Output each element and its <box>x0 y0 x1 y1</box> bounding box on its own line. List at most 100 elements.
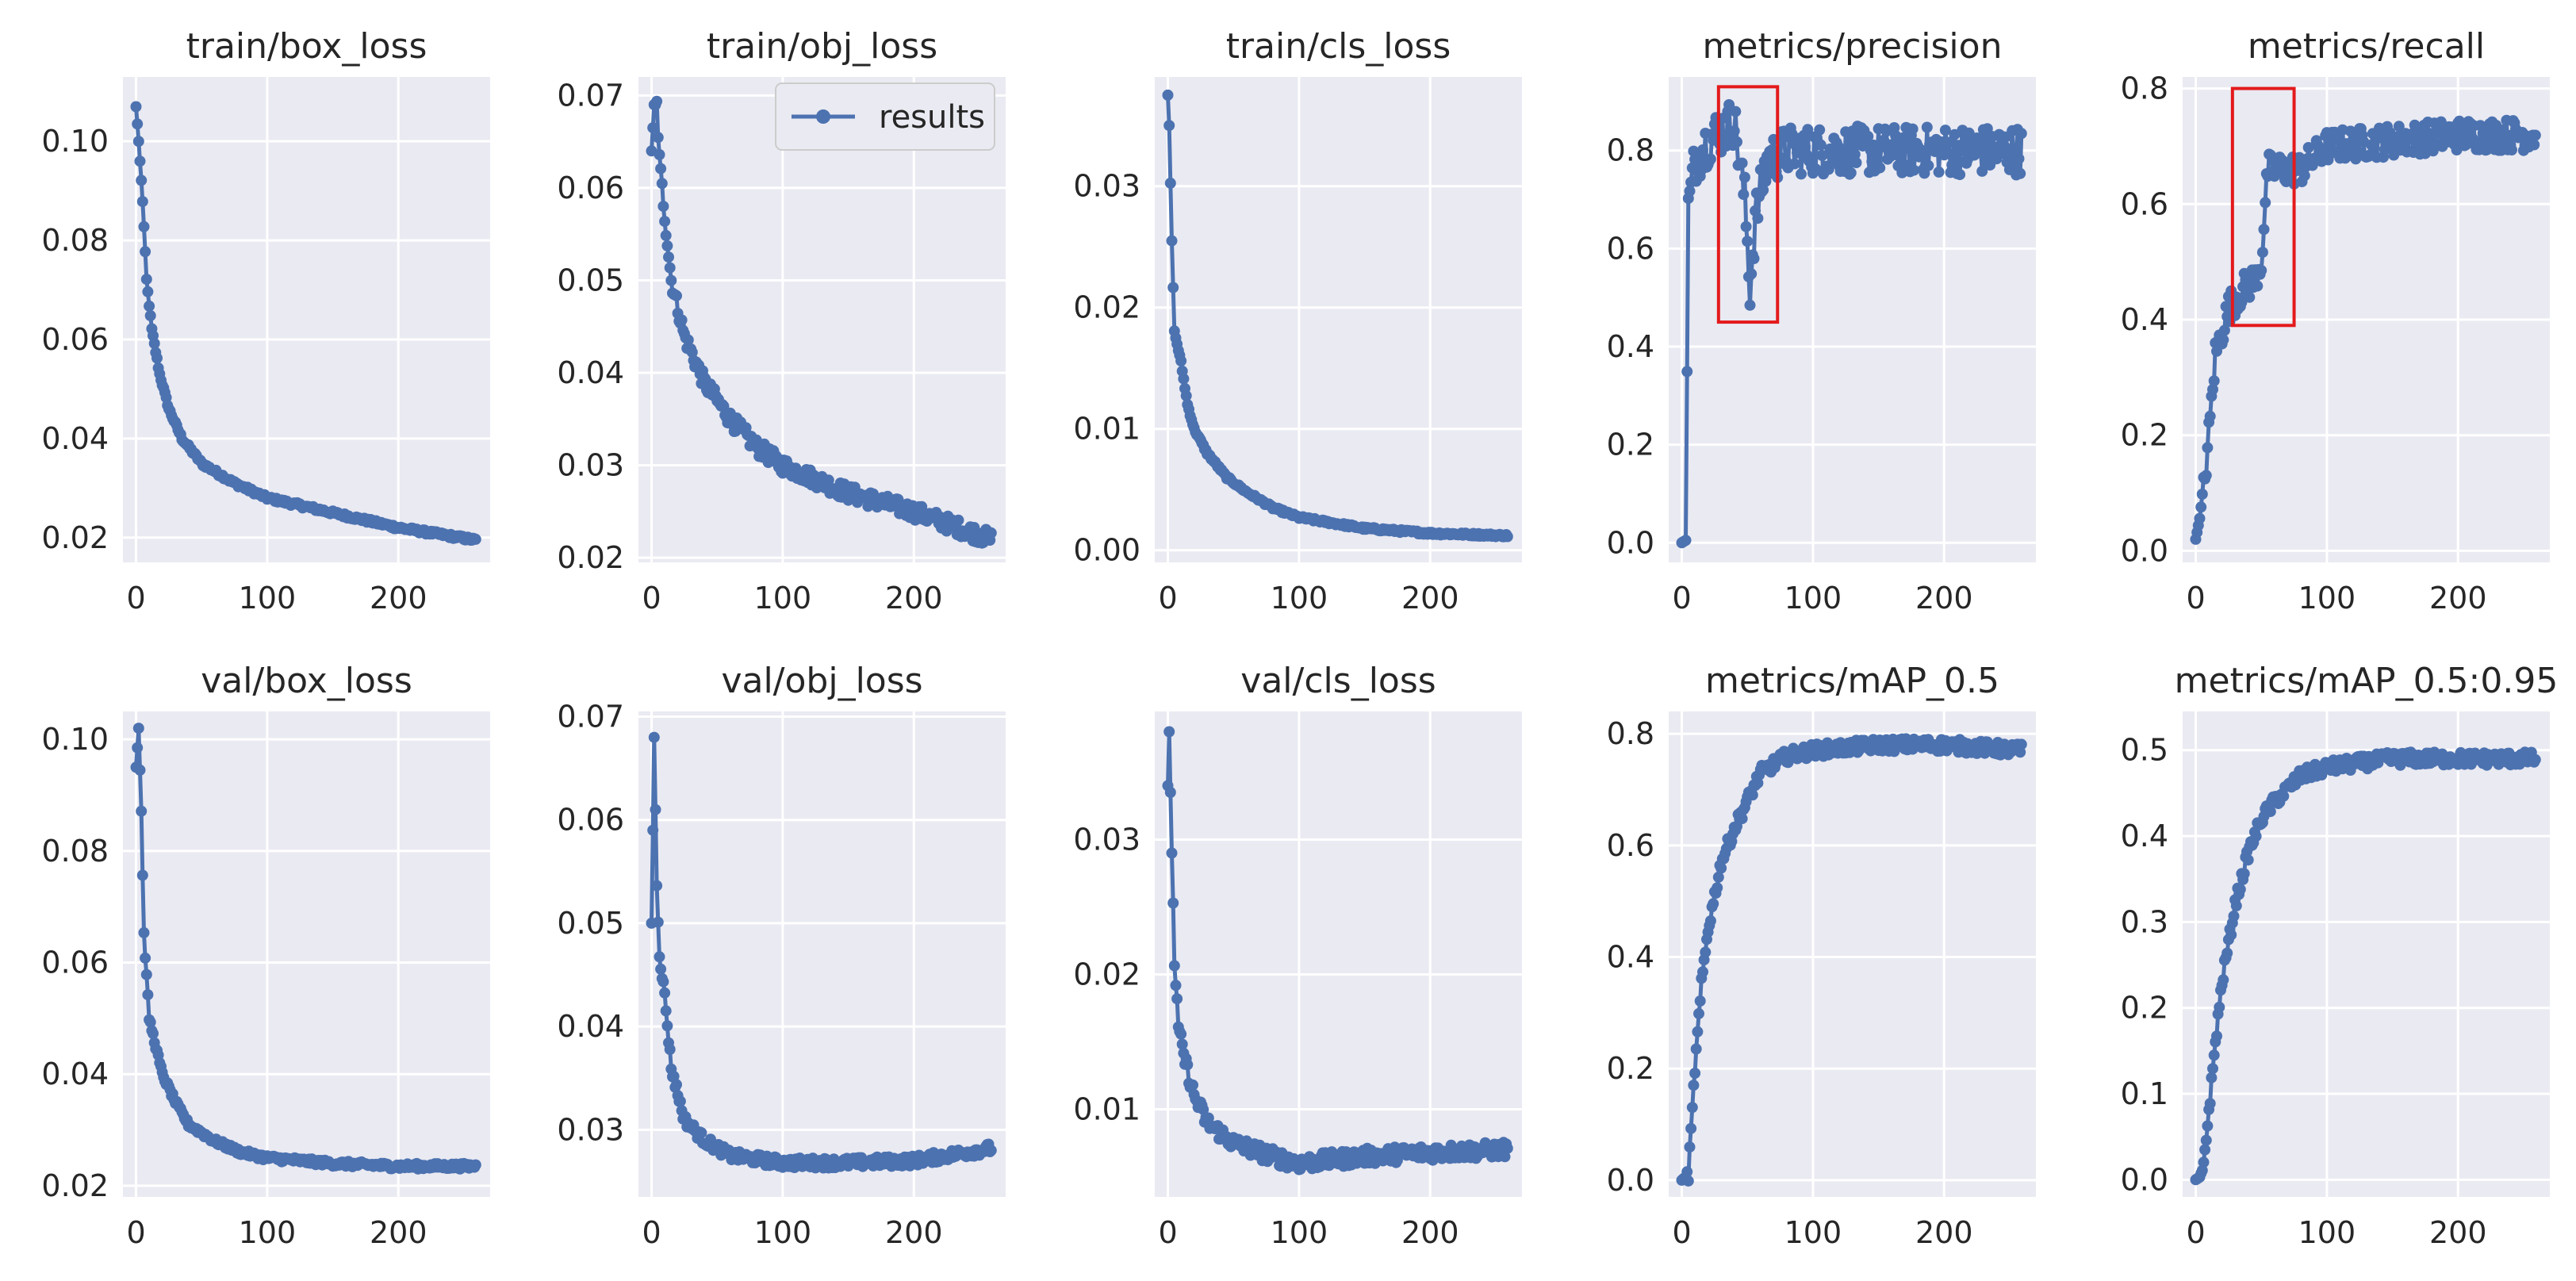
data-point <box>655 963 667 975</box>
plot-area <box>1155 711 1522 1197</box>
data-point <box>2298 170 2310 182</box>
y-tick-label: 0.02 <box>41 1168 109 1203</box>
data-point <box>1939 125 1951 136</box>
data-point <box>647 122 659 134</box>
data-point <box>1874 162 1886 174</box>
data-point <box>1164 177 1176 189</box>
data-point <box>1742 236 1754 247</box>
data-point <box>1738 189 1750 201</box>
highlight-box <box>1716 85 1780 324</box>
subplot-10: 0 100 200 0.0 0.1 0.2 0.3 0.4 0.5metrics/mAP_0.5… <box>2121 661 2559 1250</box>
data-point <box>148 1028 159 1039</box>
data-point <box>144 1016 156 1028</box>
y-tick-label: 0.02 <box>41 520 109 555</box>
x-tick-label: 200 <box>1401 581 1459 616</box>
data-point <box>674 1095 686 1107</box>
y-tick-label: 0.02 <box>1073 957 1140 992</box>
subplot-7: 0 100 200 0.03 0.04 0.05 0.06 0.07 val/obj_loss <box>557 661 1006 1250</box>
y-tick-label: 0.06 <box>557 171 624 205</box>
y-tick-label: 0.4 <box>2121 302 2168 337</box>
data-point <box>659 987 671 999</box>
legend-marker <box>816 109 830 124</box>
x-tick-label: 100 <box>754 581 812 616</box>
y-tick-label: 0.3 <box>2121 904 2168 939</box>
x-tick-label: 100 <box>1271 1215 1328 1250</box>
data-point <box>2393 121 2405 132</box>
x-tick-label: 200 <box>1915 581 1973 616</box>
data-point <box>1168 960 1180 972</box>
data-point <box>1692 1026 1704 1037</box>
data-point <box>2218 974 2229 986</box>
data-point <box>136 196 148 208</box>
data-point <box>2208 375 2220 387</box>
data-point <box>664 1044 676 1055</box>
data-point <box>1736 813 1748 825</box>
data-point <box>2506 144 2517 155</box>
data-point <box>2015 128 2027 140</box>
data-point <box>1922 159 1934 171</box>
data-point <box>2208 1049 2220 1061</box>
data-point <box>671 290 682 301</box>
y-tick-label: 0.8 <box>1607 133 1654 168</box>
data-point <box>2242 854 2254 866</box>
data-point <box>660 1005 672 1017</box>
subplot-title: val/cls_loss <box>1240 661 1436 701</box>
data-point <box>1814 124 1826 136</box>
data-point <box>661 240 673 251</box>
data-point <box>2236 297 2248 309</box>
subplot-title: metrics/precision <box>1703 26 2003 67</box>
data-point <box>144 300 155 312</box>
data-point <box>1681 366 1693 378</box>
y-tick-label: 0.03 <box>1073 169 1140 204</box>
data-point <box>2234 884 2246 896</box>
data-point <box>2204 410 2216 422</box>
data-point <box>660 229 672 241</box>
y-tick-label: 0.01 <box>1073 412 1140 447</box>
x-tick-label: 0 <box>126 581 145 616</box>
data-point <box>1999 140 2011 152</box>
plot-area <box>638 711 1006 1197</box>
y-tick-label: 0.08 <box>41 834 109 869</box>
data-point <box>2194 512 2206 524</box>
highlight-box <box>2230 86 2296 328</box>
y-tick-label: 0.4 <box>1607 940 1654 975</box>
y-tick-label: 0.10 <box>41 124 109 159</box>
subplot-8: 0 100 200 0.01 0.02 0.03 val/cls_loss <box>1073 661 1522 1250</box>
data-point <box>1163 726 1175 738</box>
data-point <box>1823 163 1834 175</box>
data-point <box>2200 470 2212 481</box>
data-point <box>2207 384 2218 395</box>
x-tick-label: 100 <box>754 1215 812 1250</box>
y-tick-label: 0.6 <box>1607 828 1654 863</box>
data-point <box>470 533 481 545</box>
plot-area <box>123 77 490 562</box>
y-tick-label: 0.07 <box>557 78 624 113</box>
data-point <box>2529 754 2541 765</box>
y-tick-label: 0.07 <box>557 700 624 734</box>
series-results <box>2190 746 2541 1186</box>
data-point <box>136 175 148 186</box>
data-point <box>1681 1166 1693 1178</box>
x-tick-label: 100 <box>1784 581 1842 616</box>
x-tick-label: 200 <box>885 1215 943 1250</box>
data-point <box>1704 153 1716 165</box>
x-tick-label: 0 <box>1672 1215 1691 1250</box>
series-results <box>130 101 481 546</box>
data-point <box>1501 531 1513 543</box>
data-point <box>1766 144 1778 155</box>
data-point <box>1736 157 1748 169</box>
y-tick-label: 0.2 <box>1607 1051 1654 1086</box>
x-tick-label: 200 <box>2429 581 2487 616</box>
data-point <box>1684 1141 1696 1153</box>
data-point <box>1166 235 1178 247</box>
data-point <box>1686 1102 1698 1114</box>
data-point <box>2230 900 2242 912</box>
data-point <box>136 805 148 817</box>
data-point <box>2196 489 2208 500</box>
data-point <box>2206 1072 2218 1083</box>
x-tick-label: 100 <box>1784 1215 1842 1250</box>
data-point <box>1175 355 1187 366</box>
data-point <box>1697 144 1708 155</box>
data-point <box>1700 946 1712 958</box>
data-point <box>671 1079 682 1091</box>
